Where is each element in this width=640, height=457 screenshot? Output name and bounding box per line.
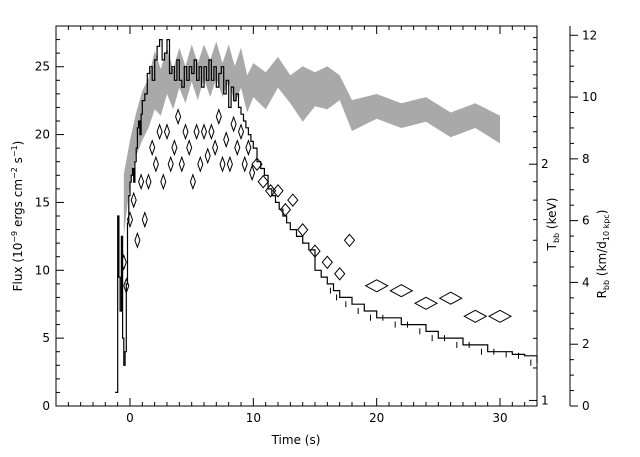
flux-tick-label: 0: [42, 399, 50, 413]
temperature-point: [241, 155, 248, 173]
temperature-point: [264, 184, 277, 198]
temperature-point: [160, 173, 167, 191]
temperature-point: [321, 255, 333, 270]
x-axis-label: Time (s): [271, 433, 321, 447]
temperature-point: [208, 123, 215, 141]
temperature-point: [152, 155, 159, 173]
temperature-point: [364, 279, 389, 293]
flux-tick-label: 20: [35, 128, 50, 142]
temperature-point: [219, 155, 226, 173]
x-tick-label: 10: [246, 411, 261, 425]
r-band-area: [123, 41, 501, 237]
temperature-point: [130, 191, 137, 209]
temperature-point: [182, 123, 189, 141]
flux-tick-label: 10: [35, 263, 50, 277]
temperature-point: [413, 296, 439, 310]
temperature-axis-label: Tbb (keV): [545, 198, 561, 252]
temperature-point: [204, 147, 211, 165]
radius-tick-label: 12: [582, 28, 597, 42]
radius-tick-label: 10: [582, 90, 597, 104]
temperature-point: [141, 211, 148, 229]
flux-axis-label: Flux (10−9 ergs cm−2 s−1): [10, 141, 25, 292]
temperature-point: [438, 291, 463, 305]
temperature-point: [200, 123, 208, 141]
r-band-layer: [123, 41, 501, 237]
temperature-point: [226, 155, 233, 173]
temperature-point: [343, 233, 356, 248]
temperature-point: [120, 253, 127, 271]
temperature-point: [230, 115, 237, 133]
temperature-point: [123, 277, 130, 295]
x-tick-label: 20: [369, 411, 384, 425]
flux-step-line: [115, 39, 538, 393]
radius-axis-label: Rbb (km/d10 kpc): [595, 210, 611, 299]
flux-tick-label: 25: [35, 60, 50, 74]
temperature-point: [167, 155, 174, 173]
temperature-point: [237, 123, 245, 141]
temperature-tick-label: 2: [541, 157, 549, 171]
temperature-point: [163, 123, 171, 141]
temperature-point: [145, 173, 152, 191]
temperature-point: [171, 139, 178, 157]
temperature-point: [234, 139, 241, 157]
temperature-point: [215, 108, 222, 126]
temperature-point: [126, 211, 134, 229]
temperature-point: [223, 131, 230, 149]
temperature-point: [279, 202, 292, 217]
temperature-point: [309, 244, 321, 258]
temperature-point: [175, 108, 182, 126]
radius-tick-label: 2: [582, 337, 590, 351]
radius-tick-label: 8: [582, 152, 590, 166]
temperature-point: [138, 173, 145, 191]
temperature-point: [189, 173, 196, 191]
temperature-point: [156, 123, 163, 141]
flux-tick-label: 15: [35, 195, 50, 209]
t-diamond-layer: [120, 108, 513, 323]
temperature-point: [257, 174, 269, 189]
temperature-point: [197, 155, 204, 173]
x-tick-label: 0: [126, 411, 134, 425]
radius-tick-label: 4: [582, 275, 590, 289]
temperature-tick-label: 1: [541, 393, 549, 407]
flux-layer: [115, 39, 538, 393]
temperature-point: [272, 184, 284, 198]
temperature-point: [249, 164, 256, 182]
temperature-point: [178, 155, 185, 173]
temperature-point: [487, 309, 513, 323]
temperature-point: [245, 139, 252, 157]
temperature-point: [287, 193, 299, 207]
temperature-point: [212, 139, 219, 157]
axis-labels: Time (s) Flux (10−9 ergs cm−2 s−1) Tbb (k…: [10, 141, 611, 447]
radius-tick-label: 0: [582, 399, 590, 413]
temperature-point: [186, 139, 193, 157]
temperature-point: [251, 157, 263, 171]
temperature-point: [297, 223, 309, 237]
temperature-point: [134, 231, 141, 249]
temperature-point: [193, 123, 200, 141]
temperature-point: [149, 139, 156, 157]
x-tick-label: 30: [492, 411, 507, 425]
temperature-point: [389, 284, 414, 298]
temperature-point: [334, 267, 346, 281]
radius-tick-label: 6: [582, 214, 590, 228]
temperature-point: [463, 309, 488, 323]
flux-tick-label: 5: [42, 331, 50, 345]
